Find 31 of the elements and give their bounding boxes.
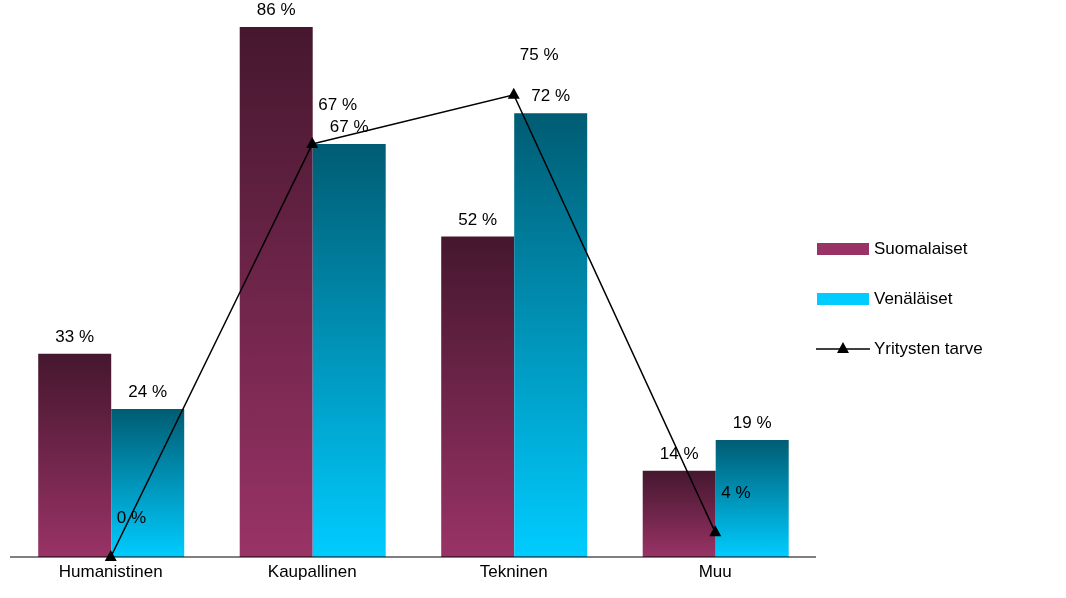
legend-label: Suomalaiset — [874, 239, 968, 259]
data-label: 67 % — [329, 117, 369, 137]
bar — [514, 113, 588, 557]
data-label: 52 % — [458, 209, 498, 229]
bar — [38, 353, 112, 557]
data-label: 24 % — [128, 382, 168, 402]
data-label: 67 % — [318, 94, 357, 114]
bar — [111, 409, 185, 557]
data-label: 86 % — [256, 0, 296, 19]
bar — [441, 236, 515, 557]
legend-label: Yritysten tarve — [874, 339, 983, 359]
legend-label: Venäläiset — [874, 289, 953, 309]
x-tick-label: Tekninen — [479, 562, 548, 582]
data-label: 4 % — [721, 482, 751, 502]
bar — [642, 470, 716, 557]
x-tick-label: Humanistinen — [58, 562, 163, 582]
data-label: 0 % — [116, 507, 147, 527]
point — [507, 87, 520, 99]
bar — [715, 439, 789, 557]
data-label: 33 % — [55, 326, 95, 346]
point — [306, 137, 319, 149]
bar — [239, 27, 313, 557]
data-label: 75 % — [519, 45, 559, 65]
x-tick-label: Kaupallinen — [267, 562, 357, 582]
data-label: 72 % — [531, 86, 571, 106]
data-label: 19 % — [732, 412, 772, 432]
x-tick-label: Muu — [698, 562, 732, 582]
data-label: 14 % — [659, 443, 699, 463]
point — [709, 525, 722, 537]
point — [104, 550, 117, 561]
bar — [312, 144, 386, 557]
